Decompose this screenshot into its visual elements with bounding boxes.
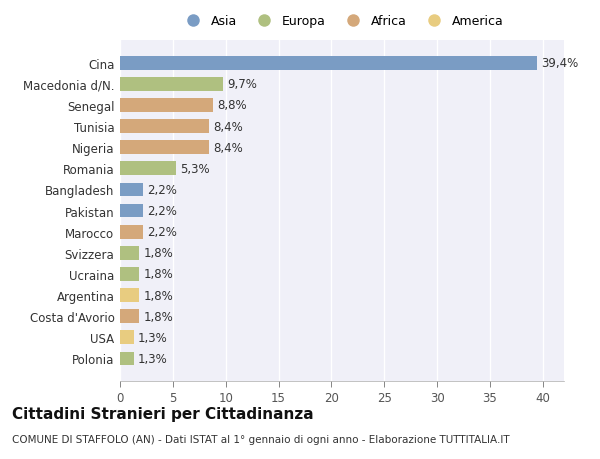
Text: 9,7%: 9,7% — [227, 78, 257, 91]
Bar — [120, 78, 223, 91]
Text: 2,2%: 2,2% — [148, 226, 178, 239]
Bar — [120, 57, 536, 70]
Bar — [120, 310, 139, 324]
Legend: Asia, Europa, Africa, America: Asia, Europa, Africa, America — [181, 15, 503, 28]
Text: 1,8%: 1,8% — [143, 247, 173, 260]
Bar — [120, 141, 209, 155]
Text: 8,4%: 8,4% — [213, 120, 243, 133]
Bar — [120, 289, 139, 302]
Bar — [120, 120, 209, 134]
Text: 1,3%: 1,3% — [138, 352, 168, 365]
Bar — [120, 162, 176, 176]
Bar — [120, 246, 139, 260]
Bar — [120, 225, 143, 239]
Bar — [120, 331, 134, 344]
Text: 1,8%: 1,8% — [143, 268, 173, 281]
Bar — [120, 352, 134, 365]
Text: 2,2%: 2,2% — [148, 184, 178, 196]
Text: 39,4%: 39,4% — [541, 57, 578, 70]
Text: 1,3%: 1,3% — [138, 331, 168, 344]
Bar — [120, 183, 143, 197]
Text: 8,8%: 8,8% — [217, 99, 247, 112]
Text: 1,8%: 1,8% — [143, 310, 173, 323]
Text: 8,4%: 8,4% — [213, 141, 243, 154]
Bar — [120, 268, 139, 281]
Bar — [120, 99, 213, 112]
Text: 5,3%: 5,3% — [180, 162, 210, 175]
Bar — [120, 204, 143, 218]
Text: Cittadini Stranieri per Cittadinanza: Cittadini Stranieri per Cittadinanza — [12, 406, 314, 421]
Text: 1,8%: 1,8% — [143, 289, 173, 302]
Text: COMUNE DI STAFFOLO (AN) - Dati ISTAT al 1° gennaio di ogni anno - Elaborazione T: COMUNE DI STAFFOLO (AN) - Dati ISTAT al … — [12, 434, 509, 444]
Text: 2,2%: 2,2% — [148, 205, 178, 218]
